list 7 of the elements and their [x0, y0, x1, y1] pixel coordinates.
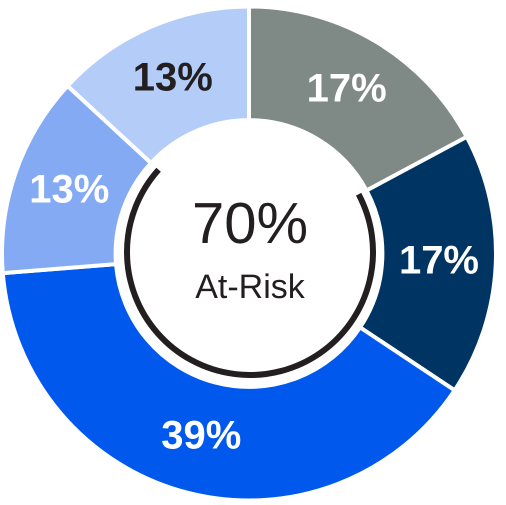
data-label: 17%: [398, 238, 480, 283]
text: At-Risk: [195, 268, 305, 306]
data-label: 17%: [306, 66, 387, 110]
data-label: 39%: [161, 414, 242, 458]
data-label: 13%: [132, 55, 213, 100]
text: 70%: [192, 191, 308, 256]
data-label: 13%: [29, 167, 110, 212]
